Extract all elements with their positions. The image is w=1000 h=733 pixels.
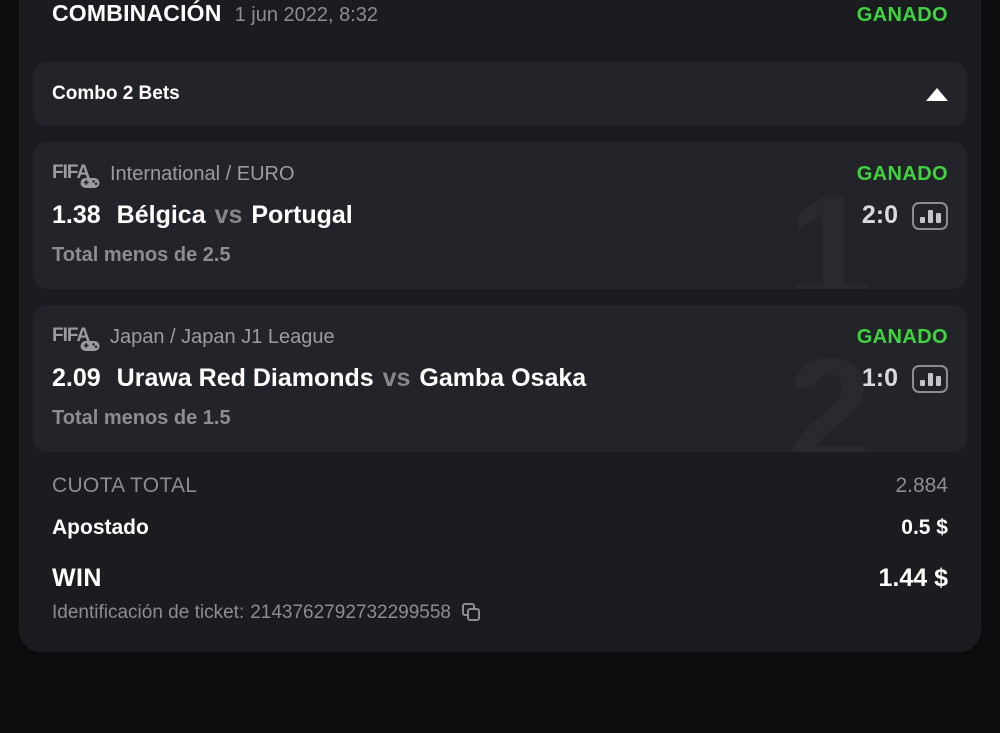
- stake-label: Apostado: [52, 516, 149, 539]
- league-name: Japan / Japan J1 League: [110, 325, 335, 348]
- ticket-id-label: Identificación de ticket:: [52, 602, 245, 623]
- bet-odd: 2.09: [52, 364, 101, 392]
- bet-odd: 1.38: [52, 201, 101, 229]
- bar-3: [935, 375, 941, 386]
- bar-3: [935, 212, 941, 223]
- total-odds-value: 2.884: [895, 474, 948, 497]
- gamepad-icon: [80, 178, 100, 188]
- page-title: COMBINACIÓN: [52, 0, 222, 26]
- bet-status-badge: GANADO: [856, 325, 948, 348]
- match-score: 1:0: [861, 364, 898, 392]
- team-home: Bélgica: [116, 201, 206, 229]
- fifa-icon-label: FIFA: [52, 162, 90, 183]
- ticket-header: COMBINACIÓN 1 jun 2022, 8:32 GANADO: [19, 0, 981, 54]
- combo-toggle-bar[interactable]: Combo 2 Bets: [33, 62, 967, 126]
- bet-league-row: FIFA Japan / Japan J1 League GANADO: [52, 324, 948, 351]
- bar-2: [927, 209, 933, 223]
- bet-row[interactable]: 2 FIFA Japan / Japan J1 League GANADO: [33, 305, 967, 452]
- bet-league-row: FIFA International / EURO GANADO: [52, 161, 948, 188]
- bet-teams: Urawa Red Diamonds vs Gamba Osaka: [117, 364, 587, 393]
- ticket-id-value: 2143762792732299558: [250, 602, 451, 623]
- bet-match-row: 1.38 Bélgica vs Portugal 2:0: [52, 201, 948, 230]
- bar-chart-icon[interactable]: [912, 201, 948, 230]
- bar-1: [919, 379, 925, 386]
- match-score: 2:0: [861, 201, 898, 229]
- status-badge: GANADO: [856, 4, 948, 26]
- ticket-date: 1 jun 2022, 8:32: [234, 4, 379, 26]
- bet-match-row: 2.09 Urawa Red Diamonds vs Gamba Osaka 1…: [52, 364, 948, 393]
- gamepad-icon: [80, 341, 100, 351]
- bar-2: [927, 372, 933, 386]
- vs-separator: vs: [382, 364, 411, 392]
- win-row: WIN 1.44 $: [52, 564, 948, 606]
- bet-index-watermark: 2: [788, 336, 871, 452]
- team-home: Urawa Red Diamonds: [116, 364, 374, 392]
- bar-1: [919, 216, 925, 223]
- fifa-esports-icon: FIFA: [52, 161, 100, 188]
- bet-market: Total menos de 1.5: [52, 407, 231, 429]
- total-odds-label: CUOTA TOTAL: [52, 474, 198, 497]
- bar-chart-icon[interactable]: [912, 364, 948, 393]
- vs-separator: vs: [214, 201, 243, 229]
- ticket-id-row: Identificación de ticket: 21437627927322…: [19, 602, 981, 652]
- copy-icon-front-square: [467, 608, 480, 621]
- fifa-esports-icon: FIFA: [52, 324, 100, 351]
- team-away: Gamba Osaka: [419, 364, 587, 392]
- total-odds-row: CUOTA TOTAL 2.884: [52, 474, 948, 516]
- bet-row[interactable]: 1 FIFA International / EURO GANADO: [33, 142, 967, 289]
- win-label: WIN: [52, 564, 102, 592]
- win-value: 1.44 $: [878, 564, 948, 592]
- bet-index-watermark: 1: [788, 173, 871, 289]
- copy-icon[interactable]: [462, 603, 482, 623]
- team-away: Portugal: [251, 201, 353, 229]
- league-name: International / EURO: [110, 162, 295, 185]
- combo-label: Combo 2 Bets: [52, 83, 180, 104]
- bet-ticket-card: COMBINACIÓN 1 jun 2022, 8:32 GANADO Comb…: [19, 0, 981, 652]
- ticket-summary: CUOTA TOTAL 2.884 Apostado 0.5 $ WIN 1.4…: [19, 452, 981, 606]
- stake-value: 0.5 $: [901, 516, 948, 539]
- bet-market: Total menos de 2.5: [52, 244, 231, 266]
- caret-up-icon[interactable]: [926, 87, 948, 101]
- fifa-icon-label: FIFA: [52, 325, 90, 346]
- bet-teams: Bélgica vs Portugal: [117, 201, 353, 230]
- stake-row: Apostado 0.5 $: [52, 516, 948, 558]
- bet-status-badge: GANADO: [856, 162, 948, 185]
